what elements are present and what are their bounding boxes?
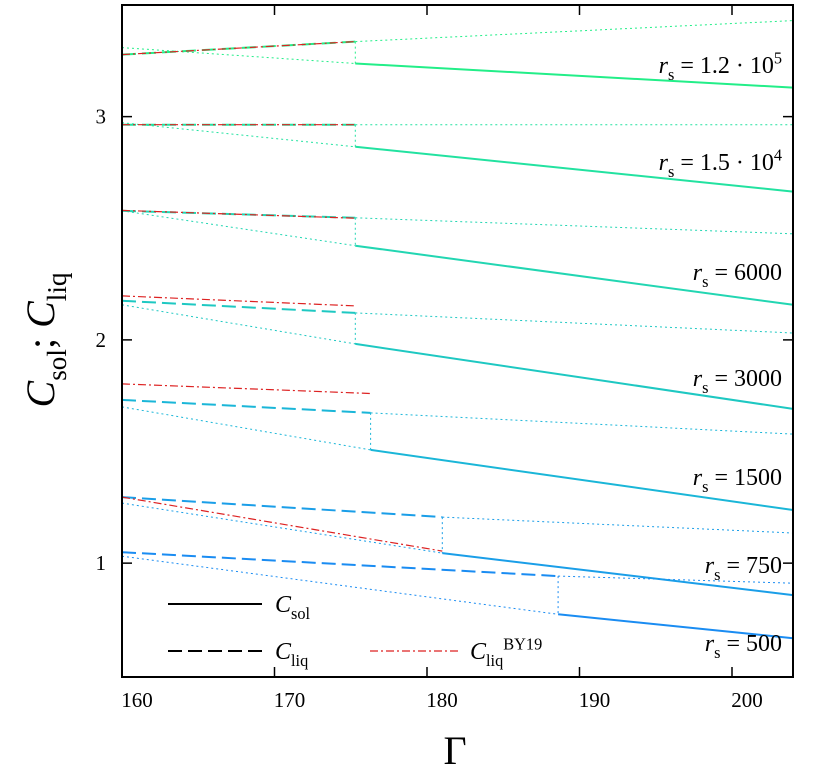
line-dashed [121, 496, 443, 519]
text-part: s [668, 65, 674, 84]
text-part: sol [291, 604, 311, 623]
x-tick-label: 160 [121, 688, 153, 712]
text-part: r [693, 260, 703, 286]
text-part: 5 [774, 48, 782, 67]
text-part: s [702, 378, 708, 397]
text-part: sol [42, 349, 72, 381]
y-tick-label: 1 [96, 551, 107, 575]
legend-label: Csol [275, 592, 311, 623]
line-dotted [355, 20, 794, 43]
text-part: = 1.2 · 10 [674, 53, 774, 79]
y-tick-label: 2 [96, 328, 107, 352]
line-dotted [121, 122, 356, 148]
y-tick-label: 3 [96, 105, 107, 129]
line-solid [557, 613, 794, 640]
rs-label: rs = 3000 [693, 366, 782, 397]
line-dashdot [121, 41, 356, 56]
rs-label: rs = 1.2 · 105 [659, 48, 782, 84]
text-part: = 1500 [708, 465, 782, 491]
text-part: C [275, 639, 292, 665]
line-dotted [121, 406, 371, 451]
text-part: = 1.5 · 10 [674, 150, 774, 176]
x-tick-label: 200 [731, 688, 763, 712]
line-dotted [355, 312, 794, 334]
text-part: C [275, 592, 292, 618]
line-dashdot [121, 496, 443, 552]
text-part: C [18, 379, 63, 407]
x-axis-label: Γ [443, 728, 466, 773]
text-part: = 3000 [708, 366, 782, 392]
text-part: s [702, 477, 708, 496]
rs-label: rs = 6000 [693, 260, 782, 291]
rs-label: rs = 1.5 · 104 [659, 145, 782, 181]
line-solid [355, 342, 794, 410]
line-dotted [442, 516, 794, 534]
x-tick-label: 190 [579, 688, 611, 712]
line-dashdot [121, 383, 371, 395]
rs-label: rs = 1500 [693, 465, 782, 496]
text-part: ; [18, 328, 63, 349]
text-part: liq [291, 651, 308, 670]
line-dashdot [121, 209, 356, 219]
text-part: r [693, 366, 703, 392]
text-part: r [693, 465, 703, 491]
line-dashdot [121, 295, 356, 307]
text-part: r [705, 631, 715, 657]
line-dotted [121, 502, 443, 554]
text-part: r [705, 553, 715, 579]
text-part: Γ [443, 728, 466, 773]
legend-label: CliqBY19 [470, 634, 542, 670]
line-solid [370, 448, 794, 511]
text-part: liq [42, 272, 72, 301]
rs-label: rs = 750 [705, 553, 782, 584]
line-solid [355, 244, 794, 306]
x-tick-label: 180 [426, 688, 458, 712]
text-part: r [659, 53, 669, 79]
text-part: 4 [774, 145, 782, 164]
line-dotted [121, 47, 356, 64]
line-solid [355, 62, 794, 89]
text-part: r [659, 150, 669, 176]
x-tick-label: 170 [274, 688, 306, 712]
text-part: = 500 [720, 631, 782, 657]
text-part: s [714, 565, 720, 584]
text-part: BY19 [503, 634, 542, 653]
line-dotted [121, 210, 356, 247]
text-part: s [668, 162, 674, 181]
line-solid [442, 552, 794, 597]
text-part: C [18, 300, 63, 328]
line-dotted [121, 555, 559, 615]
legend-label: Cliq [275, 639, 308, 670]
text-part: = 6000 [708, 260, 782, 286]
line-dashed [121, 551, 559, 578]
rs-label: rs = 500 [705, 631, 782, 662]
text-part: s [714, 643, 720, 662]
plot-frame [121, 4, 794, 678]
text-part: s [702, 272, 708, 291]
line-dashed [121, 398, 371, 414]
y-axis-label: Csol; Cliq [18, 272, 72, 407]
line-dotted [558, 575, 794, 584]
line-solid [355, 145, 794, 193]
text-part: liq [486, 651, 503, 670]
text-part: = 750 [720, 553, 782, 579]
text-part: C [470, 639, 487, 665]
line-dotted [370, 412, 794, 435]
